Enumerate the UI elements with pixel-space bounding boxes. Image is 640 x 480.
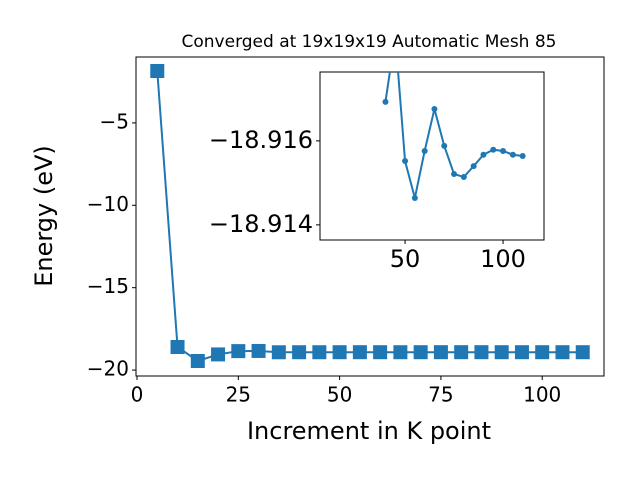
chart-title: Converged at 19x19x19 Automatic Mesh 85 xyxy=(182,32,557,52)
x-tick-label: 50 xyxy=(327,383,352,407)
marker xyxy=(431,105,438,112)
y-tick-label: −18.916 xyxy=(209,126,313,154)
marker xyxy=(535,345,550,360)
marker xyxy=(373,345,388,360)
marker xyxy=(460,174,467,180)
x-tick-label: 100 xyxy=(480,245,526,273)
marker xyxy=(170,340,185,354)
marker xyxy=(454,345,469,360)
plot-content xyxy=(382,72,526,201)
marker xyxy=(332,345,347,360)
marker xyxy=(231,344,246,359)
plot-area xyxy=(319,71,545,241)
marker xyxy=(433,345,448,360)
marker xyxy=(393,345,408,360)
marker xyxy=(411,195,418,201)
y-axis-label: Energy (eV) xyxy=(30,145,58,287)
marker xyxy=(474,345,489,360)
marker xyxy=(519,153,526,159)
marker xyxy=(514,345,529,360)
marker xyxy=(555,345,570,360)
marker xyxy=(271,345,286,360)
plot-content xyxy=(150,64,590,369)
marker xyxy=(421,147,428,154)
marker xyxy=(494,345,509,360)
marker xyxy=(292,345,307,360)
y-tick-label: −20 xyxy=(87,357,129,381)
marker xyxy=(312,345,327,360)
data-line xyxy=(156,70,583,363)
marker xyxy=(500,147,507,154)
y-tick-label: −5 xyxy=(100,109,129,133)
marker xyxy=(470,163,477,170)
x-tick-label: 0 xyxy=(131,383,144,407)
marker xyxy=(413,345,428,360)
marker xyxy=(441,142,448,149)
plot-area xyxy=(135,56,605,377)
x-tick-label: 75 xyxy=(428,383,453,407)
marker xyxy=(150,64,165,79)
y-tick-label: −18.914 xyxy=(209,210,313,238)
x-tick-label: 50 xyxy=(390,245,421,273)
marker xyxy=(251,343,266,358)
marker xyxy=(382,98,389,105)
y-tick-label: −15 xyxy=(87,274,129,298)
marker xyxy=(480,151,487,158)
x-tick-label: 100 xyxy=(523,383,561,407)
marker xyxy=(190,354,205,369)
marker xyxy=(490,146,497,153)
x-axis-label: Increment in K point xyxy=(247,417,491,445)
marker xyxy=(352,345,367,360)
marker xyxy=(509,151,516,158)
x-tick-label: 25 xyxy=(226,383,251,407)
marker xyxy=(575,345,590,360)
marker xyxy=(451,171,458,178)
marker xyxy=(211,347,226,362)
marker xyxy=(402,158,409,165)
y-tick-label: −10 xyxy=(87,192,129,216)
